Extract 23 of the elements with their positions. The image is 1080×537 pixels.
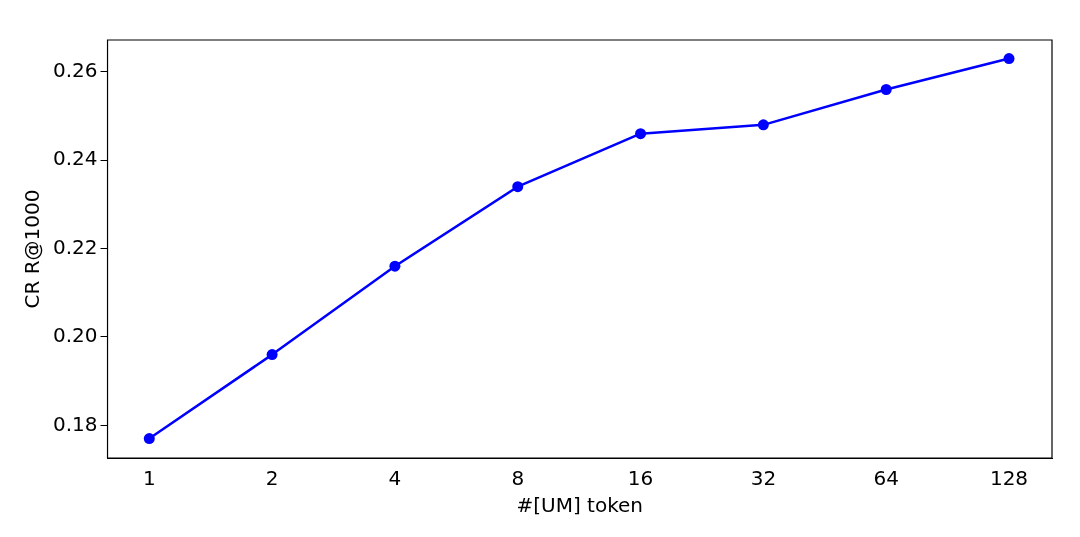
y-tick-label: 0.26 — [53, 58, 98, 83]
x-tick-label: 4 — [388, 466, 402, 491]
x-axis-title: #[UM] token — [516, 493, 644, 518]
y-axis-title: CR R@1000 — [20, 189, 45, 309]
x-tick-label: 64 — [873, 466, 899, 491]
point — [757, 119, 769, 131]
x-tick-label: 8 — [511, 466, 525, 491]
y-tick-label: 0.18 — [53, 411, 98, 436]
point — [389, 260, 401, 272]
point — [1003, 53, 1015, 65]
y-tick-label: 0.22 — [53, 234, 98, 259]
x-tick-label: 1 — [142, 466, 156, 491]
x-tick-label: 2 — [265, 466, 279, 491]
x-tick-label: 16 — [627, 466, 654, 491]
point — [880, 83, 892, 95]
x-tick-label: 32 — [750, 466, 777, 491]
point — [512, 181, 524, 193]
y-tick-label: 0.20 — [53, 323, 98, 348]
point — [143, 433, 155, 445]
point — [266, 349, 278, 361]
y-tick-label: 0.24 — [53, 146, 98, 171]
x-tick-label: 128 — [989, 466, 1029, 491]
point — [635, 128, 647, 140]
